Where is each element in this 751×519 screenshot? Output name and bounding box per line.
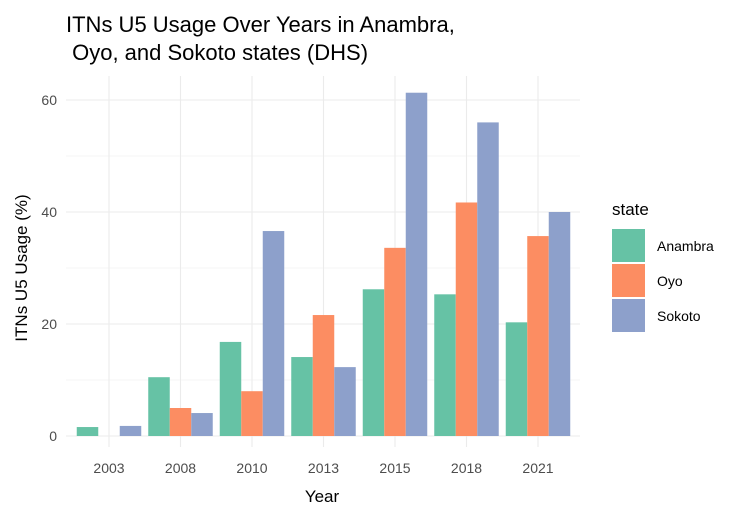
x-axis-title: Year xyxy=(305,487,340,506)
y-axis-ticks: 0 20 40 60 xyxy=(41,92,57,444)
bar-sokoto-2003 xyxy=(119,425,142,436)
y-tick-label: 0 xyxy=(49,428,57,444)
x-tick-label: 2010 xyxy=(236,460,267,476)
y-tick-label: 40 xyxy=(41,204,57,220)
legend-title: state xyxy=(612,200,649,219)
x-tick-label: 2021 xyxy=(522,460,553,476)
y-tick-label: 60 xyxy=(41,92,57,108)
chart-title-line-2: Oyo, and Sokoto states (DHS) xyxy=(66,40,368,65)
bar-sokoto-2018 xyxy=(477,122,499,437)
x-tick-label: 2003 xyxy=(93,460,124,476)
bar-sokoto-2010 xyxy=(262,231,285,436)
legend-key-sokoto xyxy=(612,299,645,332)
legend-label-anambra: Anambra xyxy=(657,238,714,254)
bar-sokoto-2021 xyxy=(548,212,571,436)
x-tick-label: 2018 xyxy=(451,460,482,476)
x-tick-label: 2008 xyxy=(165,460,196,476)
bar-anambra-2003 xyxy=(76,427,99,436)
bar-anambra-2021 xyxy=(505,322,528,436)
legend-key-oyo xyxy=(612,264,645,297)
y-axis-title: ITNs U5 Usage (%) xyxy=(12,194,31,341)
bar-sokoto-2015 xyxy=(405,92,428,436)
bar-sokoto-2013 xyxy=(334,367,356,436)
bar-oyo-2015 xyxy=(384,247,406,436)
bar-sokoto-2008 xyxy=(191,413,213,436)
bar-oyo-2013 xyxy=(312,315,335,436)
legend-key-anambra xyxy=(612,229,645,262)
y-tick-label: 20 xyxy=(41,316,57,332)
legend: state Anambra Oyo Sokoto xyxy=(612,200,714,332)
bars xyxy=(76,92,571,437)
bar-oyo-2008 xyxy=(169,408,192,436)
bar-anambra-2010 xyxy=(219,341,242,436)
legend-label-sokoto: Sokoto xyxy=(657,308,701,324)
legend-label-oyo: Oyo xyxy=(657,273,683,289)
bar-oyo-2010 xyxy=(241,391,263,436)
bar-anambra-2008 xyxy=(148,377,170,436)
x-axis-ticks: 2003 2008 2010 2013 2015 2018 2021 xyxy=(93,460,553,476)
bar-oyo-2018 xyxy=(455,202,478,436)
bar-anambra-2013 xyxy=(291,357,313,436)
bar-anambra-2018 xyxy=(434,294,456,436)
chart-title-line-1: ITNs U5 Usage Over Years in Anambra, xyxy=(66,12,455,37)
x-tick-label: 2015 xyxy=(379,460,410,476)
bar-oyo-2021 xyxy=(527,236,549,436)
x-tick-label: 2013 xyxy=(308,460,339,476)
bar-anambra-2015 xyxy=(362,289,385,436)
